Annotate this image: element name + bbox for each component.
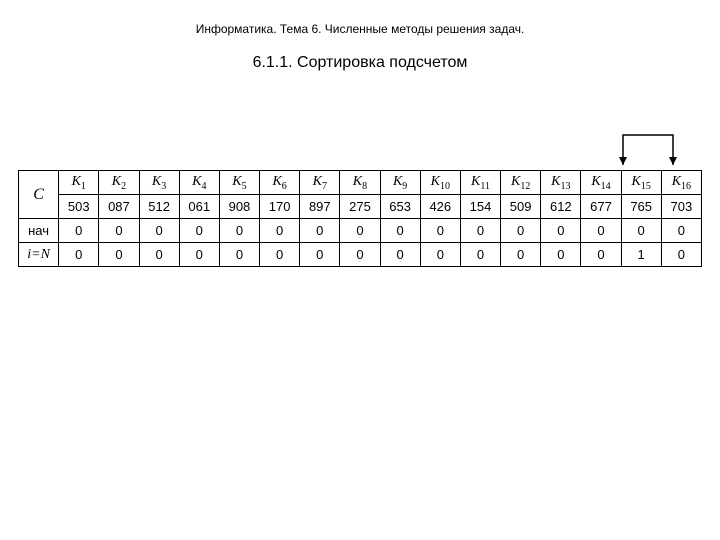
table-row-k-headers: C K1 K2 K3 K4 K5 K6 K7 K8 K9 K10 K11 K12… [19,171,702,195]
in-cell: 0 [460,243,500,267]
k-header-11: K11 [460,171,500,195]
in-cell: 0 [541,243,581,267]
k-header-6: K6 [260,171,300,195]
nach-cell: 0 [260,219,300,243]
in-cell: 0 [501,243,541,267]
k-value-cell: 509 [501,195,541,219]
in-label-cell: i=N [19,243,59,267]
in-cell: 0 [179,243,219,267]
k-value-cell: 426 [420,195,460,219]
swap-arrow-icon [608,120,688,170]
k-header-8: K8 [340,171,380,195]
nach-cell: 0 [501,219,541,243]
k-value-cell: 703 [661,195,701,219]
in-cell: 0 [420,243,460,267]
table-row-k-values: 503 087 512 061 908 170 897 275 653 426 … [19,195,702,219]
k-header-10: K10 [420,171,460,195]
k-value-cell: 653 [380,195,420,219]
k-value-cell: 677 [581,195,621,219]
c-label-cell: C [19,171,59,219]
k-value-cell: 512 [139,195,179,219]
nach-cell: 0 [661,219,701,243]
k-header-12: K12 [501,171,541,195]
k-header-2: K2 [99,171,139,195]
table-row-nach: нач 0 0 0 0 0 0 0 0 0 0 0 0 0 0 0 0 [19,219,702,243]
nach-cell: 0 [541,219,581,243]
k-value-cell: 897 [300,195,340,219]
nach-cell: 0 [300,219,340,243]
k-header-1: K1 [59,171,99,195]
nach-cell: 0 [460,219,500,243]
nach-cell: 0 [340,219,380,243]
in-cell: 0 [380,243,420,267]
in-cell: 0 [581,243,621,267]
nach-cell: 0 [380,219,420,243]
in-cell: 0 [661,243,701,267]
nach-cell: 0 [99,219,139,243]
nach-cell: 0 [581,219,621,243]
nach-cell: 0 [621,219,661,243]
k-header-4: K4 [179,171,219,195]
k-value-cell: 765 [621,195,661,219]
page-header: Информатика. Тема 6. Численные методы ре… [0,0,720,36]
nach-cell: 0 [59,219,99,243]
nach-label-cell: нач [19,219,59,243]
k-value-cell: 612 [541,195,581,219]
k-header-16: K16 [661,171,701,195]
k-value-cell: 908 [219,195,259,219]
nach-cell: 0 [179,219,219,243]
page-title: 6.1.1. Сортировка подсчетом [0,36,720,72]
in-cell: 0 [340,243,380,267]
k-value-cell: 061 [179,195,219,219]
k-value-cell: 087 [99,195,139,219]
in-cell: 0 [59,243,99,267]
k-header-15: K15 [621,171,661,195]
in-cell: 0 [219,243,259,267]
k-value-cell: 170 [260,195,300,219]
k-value-cell: 503 [59,195,99,219]
k-header-5: K5 [219,171,259,195]
in-cell: 1 [621,243,661,267]
k-value-cell: 275 [340,195,380,219]
k-header-9: K9 [380,171,420,195]
k-header-13: K13 [541,171,581,195]
in-cell: 0 [300,243,340,267]
nach-cell: 0 [219,219,259,243]
k-header-14: K14 [581,171,621,195]
nach-cell: 0 [139,219,179,243]
k-header-3: K3 [139,171,179,195]
in-cell: 0 [139,243,179,267]
counting-sort-table: C K1 K2 K3 K4 K5 K6 K7 K8 K9 K10 K11 K12… [18,170,702,267]
in-cell: 0 [260,243,300,267]
nach-cell: 0 [420,219,460,243]
k-header-7: K7 [300,171,340,195]
table-row-in: i=N 0 0 0 0 0 0 0 0 0 0 0 0 0 0 1 0 [19,243,702,267]
in-cell: 0 [99,243,139,267]
k-value-cell: 154 [460,195,500,219]
